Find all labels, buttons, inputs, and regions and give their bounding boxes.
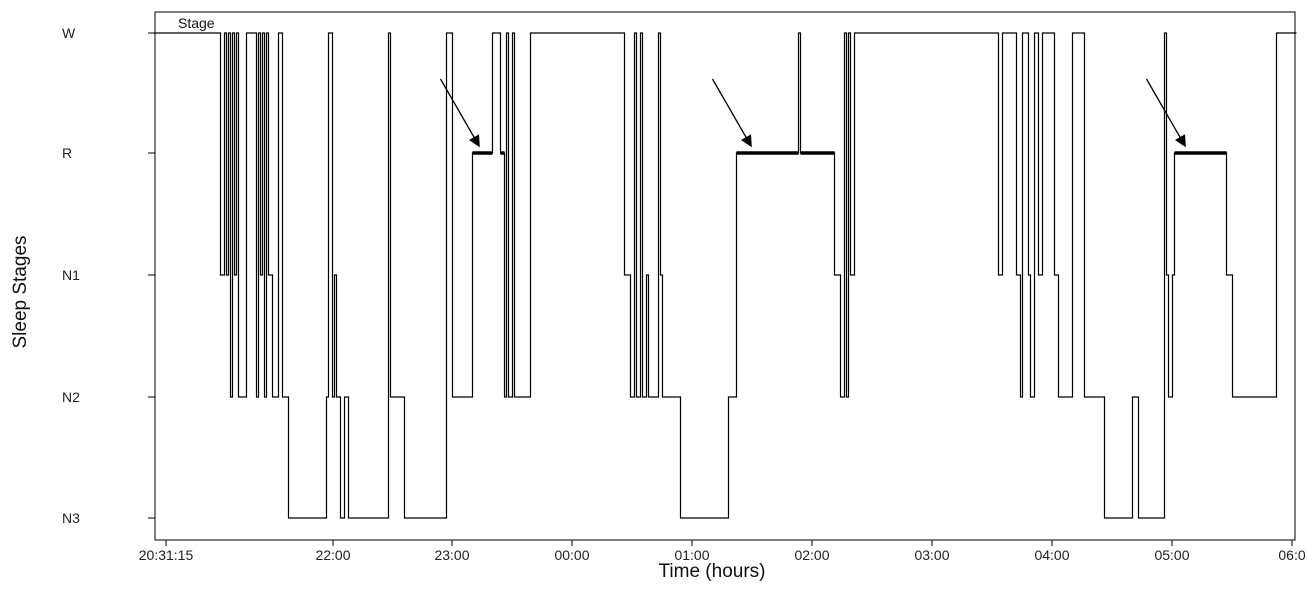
x-axis: 20:31:15 22:00 23:00 00:00 01:00 02:00 03:00 04… (139, 540, 1306, 563)
x-tick-label: 03:00 (914, 547, 949, 563)
x-tick-label: 06:0 (1278, 547, 1305, 563)
y-axis-title: Sleep Stages (10, 235, 31, 348)
x-tick-label: 04:00 (1034, 547, 1069, 563)
x-tick-label: 02:00 (794, 547, 829, 563)
legend-label: Stage (178, 15, 215, 31)
x-tick-label: 23:00 (434, 547, 469, 563)
x-tick-label: 00:00 (554, 547, 589, 563)
x-tick-label: 01:00 (674, 547, 709, 563)
series-line (155, 32, 1297, 519)
y-tick-label: N3 (62, 510, 80, 526)
x-tick-label: 05:00 (1154, 547, 1189, 563)
x-tick-label: 20:31:15 (139, 547, 194, 563)
x-tick-label: 22:00 (315, 547, 350, 563)
annotation-layer (439, 78, 1186, 148)
annotation-arrow (711, 78, 752, 148)
series-layer (155, 32, 1297, 519)
x-axis-title: Time (hours) (659, 561, 766, 582)
y-tick-label: R (62, 145, 72, 161)
y-tick-label: N1 (62, 267, 80, 283)
plot-frame (154, 11, 1296, 541)
y-tick-label: N2 (62, 389, 80, 405)
y-axis: W R N1 N2 N3 (62, 25, 155, 526)
annotation-arrow (1145, 78, 1186, 148)
annotation-arrow (439, 78, 480, 148)
y-tick-label: W (62, 25, 76, 41)
